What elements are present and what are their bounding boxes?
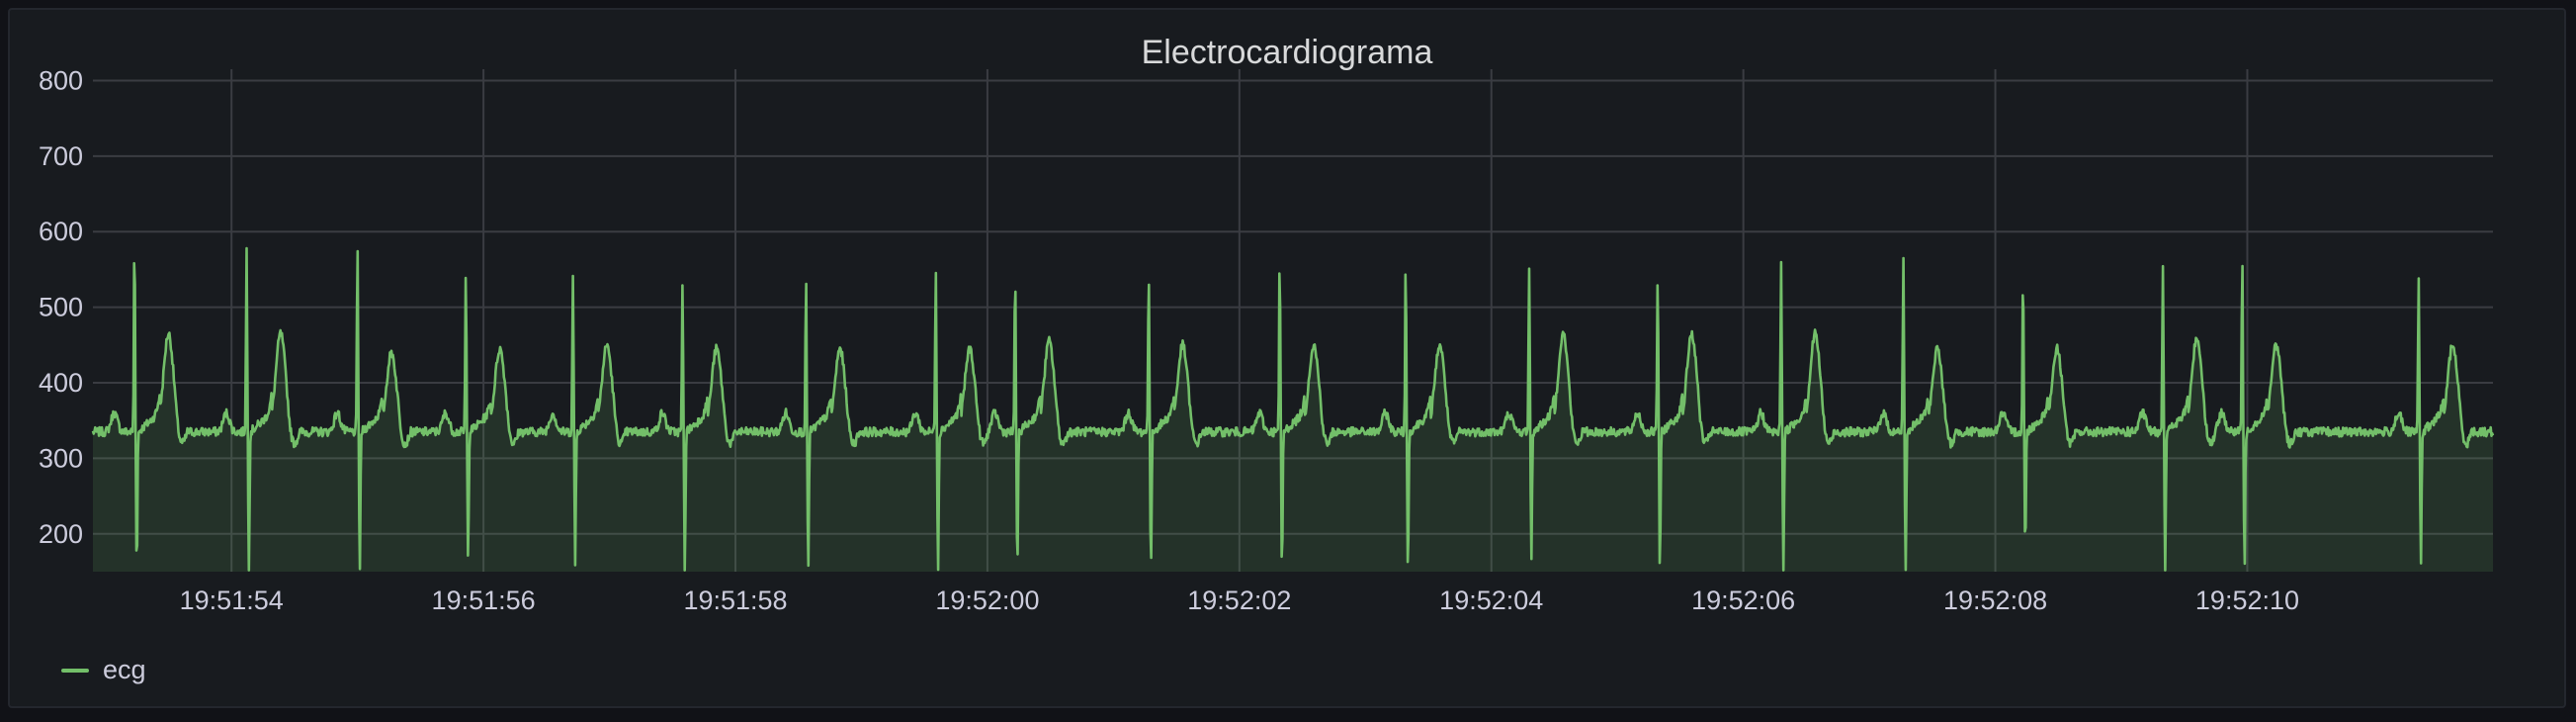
x-tick-label: 19:51:56 (432, 586, 536, 615)
x-tick-label: 19:52:06 (1691, 586, 1795, 615)
x-tick-label: 19:52:10 (2195, 586, 2299, 615)
x-tick-label: 19:51:58 (683, 586, 787, 615)
x-axis: 19:51:54 19:51:56 19:51:58 19:52:00 19:52:02… (180, 586, 2299, 615)
legend-item-ecg[interactable]: ecg (61, 655, 146, 685)
y-tick-label: 700 (39, 141, 83, 171)
x-tick-label: 19:52:08 (1943, 586, 2047, 615)
series-layer (91, 246, 2495, 572)
y-tick-label: 500 (39, 293, 83, 322)
y-tick-label: 300 (39, 443, 83, 473)
x-tick-label: 19:52:02 (1187, 586, 1291, 615)
panel-title: Electrocardiograma (1141, 34, 1433, 71)
ecg-area (93, 248, 2493, 572)
y-tick-label: 400 (39, 368, 83, 398)
chart-panel: Electrocardiograma 200 300 400 500 600 700 800… (8, 8, 2566, 708)
x-tick-label: 19:52:00 (935, 586, 1039, 615)
legend-swatch (61, 668, 89, 673)
y-axis: 200 300 400 500 600 700 800 (39, 65, 83, 548)
y-tick-label: 200 (39, 519, 83, 549)
area-layer (93, 248, 2493, 572)
ecg-series-line[interactable] (91, 246, 2495, 572)
grid-lines (93, 69, 2493, 572)
x-tick-label: 19:51:54 (180, 586, 284, 615)
legend-label: ecg (103, 655, 146, 684)
y-tick-label: 800 (39, 65, 83, 95)
y-tick-label: 600 (39, 217, 83, 246)
x-tick-label: 19:52:04 (1439, 586, 1543, 615)
